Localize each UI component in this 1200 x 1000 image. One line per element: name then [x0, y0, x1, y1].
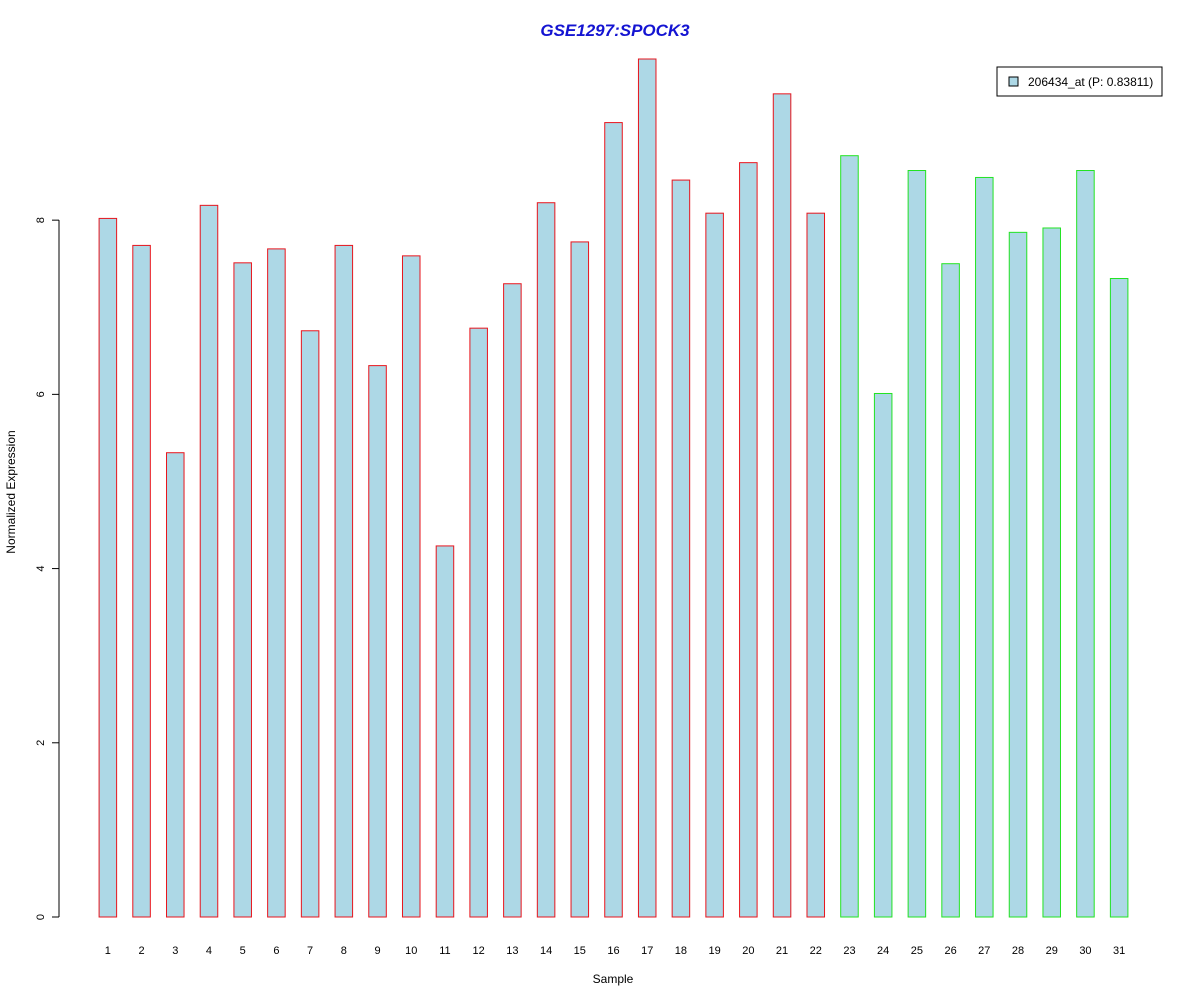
x-tick-label: 8	[341, 945, 347, 957]
x-tick-label: 3	[172, 945, 178, 957]
x-tick-label: 30	[1079, 945, 1091, 957]
x-tick-label: 16	[607, 945, 619, 957]
x-tick-label: 9	[374, 945, 380, 957]
y-axis: 0 2 4 6 8	[35, 217, 60, 920]
bar-sample-22	[806, 212, 826, 918]
y-tick-label: 8	[35, 217, 47, 223]
bar-sample-13	[503, 283, 522, 918]
bar-sample-25	[907, 170, 927, 918]
bar-sample-5	[233, 262, 252, 918]
x-tick-label: 25	[911, 945, 923, 957]
bar-sample-18	[671, 179, 691, 918]
x-tick-label: 5	[240, 945, 246, 957]
x-tick-label: 26	[944, 945, 956, 957]
x-tick-label: 4	[206, 945, 212, 957]
bar-sample-8	[334, 244, 354, 918]
y-tick-label: 6	[35, 391, 47, 397]
bar-sample-29	[1042, 227, 1061, 918]
x-tick-label: 6	[273, 945, 279, 957]
bar-sample-27	[975, 176, 994, 918]
x-axis-label: Sample	[593, 972, 634, 986]
bar-sample-16	[604, 122, 623, 918]
bar-sample-2	[132, 244, 151, 918]
bar-sample-26	[941, 263, 960, 918]
x-tick-label: 14	[540, 945, 552, 957]
x-tick-label: 29	[1046, 945, 1058, 957]
x-tick-label: 22	[810, 945, 822, 957]
bar-sample-10	[401, 255, 421, 918]
bar-sample-28	[1008, 231, 1028, 918]
bar-sample-12	[469, 327, 488, 918]
legend-box	[996, 66, 1163, 97]
x-tick-label: 11	[439, 945, 450, 957]
bar-sample-14	[536, 202, 556, 918]
bar-sample-7	[300, 330, 320, 918]
x-tick-label: 18	[675, 945, 687, 957]
y-tick-label: 0	[35, 914, 47, 920]
y-tick-label: 2	[35, 740, 47, 746]
bar-sample-20	[739, 162, 758, 918]
x-tick-label: 13	[506, 945, 518, 957]
bar-sample-23	[840, 155, 859, 918]
x-tick-label: 17	[641, 945, 653, 957]
bar-sample-6	[267, 248, 286, 918]
bars	[98, 58, 1129, 918]
x-tick-label: 1	[105, 945, 111, 957]
legend-label: 206434_at (P: 0.83811)	[1028, 75, 1153, 89]
x-tick-label: 24	[877, 945, 889, 957]
legend-swatch	[1008, 76, 1019, 87]
x-tick-label: 7	[307, 945, 313, 957]
bar-sample-19	[705, 212, 724, 918]
bar-sample-21	[772, 93, 792, 918]
y-tick-label: 4	[35, 566, 47, 572]
bar-sample-15	[570, 241, 590, 918]
x-tick-label: 12	[473, 945, 485, 957]
bar-sample-9	[368, 365, 387, 918]
x-tick-label: 20	[742, 945, 754, 957]
y-axis-label: Normalized Expression	[4, 430, 18, 553]
x-tick-label: 21	[776, 945, 788, 957]
bar-sample-4	[199, 204, 219, 918]
legend: 206434_at (P: 0.83811)	[996, 66, 1163, 97]
x-tick-label: 27	[978, 945, 990, 957]
x-tick-label: 28	[1012, 945, 1024, 957]
x-tick-label: 19	[709, 945, 721, 957]
x-tick-label: 10	[405, 945, 417, 957]
x-tick-label: 2	[138, 945, 144, 957]
bar-sample-24	[873, 392, 893, 918]
bar-sample-30	[1076, 170, 1095, 918]
bar-sample-1	[98, 217, 118, 918]
bar-sample-3	[166, 452, 185, 918]
x-axis-ticks: 1 2 3 4 5 6 7 8 9 10 11 12 13 14 15 16 17 18 19 20 21 22 23 24 2…	[105, 945, 1125, 957]
x-tick-label: 15	[574, 945, 586, 957]
bar-sample-11	[435, 545, 455, 918]
bar-sample-31	[1109, 278, 1129, 918]
bar-sample-17	[637, 58, 657, 918]
x-tick-label: 23	[843, 945, 855, 957]
x-tick-label: 31	[1113, 945, 1125, 957]
chart-title: GSE1297:SPOCK3	[540, 21, 690, 40]
